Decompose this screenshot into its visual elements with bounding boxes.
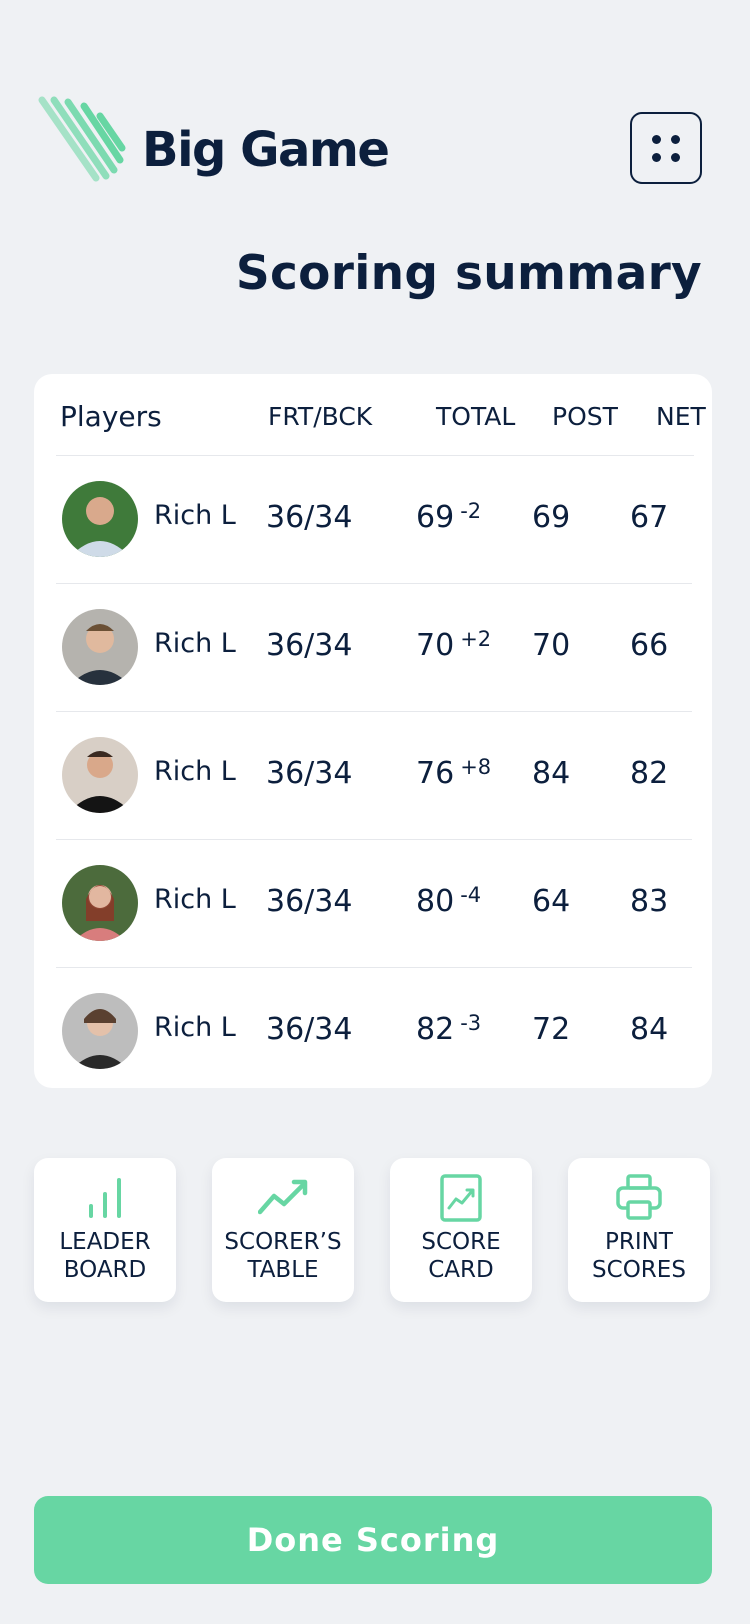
- net-score: 67: [630, 500, 669, 535]
- score-diff: -4: [460, 883, 482, 907]
- net-score: 82: [630, 756, 669, 791]
- action-tiles: LEADER BOARD SCORER’S TABLE SCORE CARD P…: [34, 1158, 712, 1302]
- leaderboard-button[interactable]: LEADER BOARD: [34, 1158, 176, 1302]
- table-row[interactable]: Rich L 36/34 80 -4 64 83: [56, 840, 692, 968]
- column-header-net: NET: [656, 402, 706, 431]
- page-title: Scoring summary: [235, 246, 702, 301]
- post-score: 64: [532, 884, 571, 919]
- tile-label: SCORER’S TABLE: [224, 1229, 342, 1283]
- player-name: Rich L: [154, 500, 236, 531]
- table-row[interactable]: Rich L 36/34 69 -2 69 67: [56, 456, 692, 584]
- table-row[interactable]: Rich L 36/34 76 +8 84 82: [56, 712, 692, 840]
- tile-label: LEADER BOARD: [59, 1229, 151, 1283]
- table-header: Players FRT/BCK TOTAL POST NET: [56, 374, 706, 456]
- print-scores-button[interactable]: PRINT SCORES: [568, 1158, 710, 1302]
- post-score: 70: [532, 628, 571, 663]
- total-score: 82 -3: [416, 1011, 482, 1047]
- total-score: 76 +8: [416, 755, 492, 791]
- grid-dots-icon: [651, 134, 661, 144]
- frt-bck-score: 36/34: [266, 628, 353, 663]
- bar-chart-icon: [89, 1178, 121, 1218]
- printer-icon: [616, 1174, 662, 1220]
- scorers-table-button[interactable]: SCORER’S TABLE: [212, 1158, 354, 1302]
- column-header-frt: FRT/BCK: [268, 402, 373, 431]
- column-header-post: POST: [552, 402, 618, 431]
- frt-bck-score: 36/34: [266, 756, 353, 791]
- post-score: 69: [532, 500, 571, 535]
- player-name: Rich L: [154, 756, 236, 787]
- scores-table: Players FRT/BCK TOTAL POST NET Rich L 36…: [34, 374, 712, 1088]
- tile-label: PRINT SCORES: [592, 1229, 686, 1283]
- app-header: Big Game: [36, 94, 702, 190]
- frt-bck-score: 36/34: [266, 1012, 353, 1047]
- scorecard-chart-icon: [440, 1174, 482, 1222]
- tile-label: SCORE CARD: [421, 1229, 501, 1283]
- total-score: 80 -4: [416, 883, 482, 919]
- frt-bck-score: 36/34: [266, 500, 353, 535]
- post-score: 72: [532, 1012, 571, 1047]
- score-diff: -3: [460, 1011, 482, 1035]
- column-header-players: Players: [60, 400, 162, 433]
- table-row[interactable]: Rich L 36/34 70 +2 70 66: [56, 584, 692, 712]
- player-name: Rich L: [154, 884, 236, 915]
- trend-line-icon: [258, 1179, 308, 1215]
- net-score: 66: [630, 628, 669, 663]
- player-name: Rich L: [154, 1012, 236, 1043]
- total-score: 70 +2: [416, 627, 492, 663]
- score-diff: +8: [460, 755, 492, 779]
- avatar: [62, 865, 138, 941]
- avatar: [62, 993, 138, 1069]
- avatar: [62, 481, 138, 557]
- brand-name: Big Game: [142, 122, 390, 178]
- total-score: 69 -2: [416, 499, 482, 535]
- logo-stripes-icon: [38, 96, 126, 182]
- net-score: 84: [630, 1012, 669, 1047]
- score-card-button[interactable]: SCORE CARD: [390, 1158, 532, 1302]
- menu-button[interactable]: [630, 112, 702, 184]
- score-diff: +2: [460, 627, 492, 651]
- post-score: 84: [532, 756, 571, 791]
- table-row[interactable]: Rich L 36/34 82 -3 72 84: [56, 968, 692, 1096]
- score-diff: -2: [460, 499, 482, 523]
- player-name: Rich L: [154, 628, 236, 659]
- column-header-total: TOTAL: [436, 402, 516, 431]
- done-scoring-button[interactable]: Done Scoring: [34, 1496, 712, 1584]
- net-score: 83: [630, 884, 669, 919]
- avatar: [62, 737, 138, 813]
- avatar: [62, 609, 138, 685]
- frt-bck-score: 36/34: [266, 884, 353, 919]
